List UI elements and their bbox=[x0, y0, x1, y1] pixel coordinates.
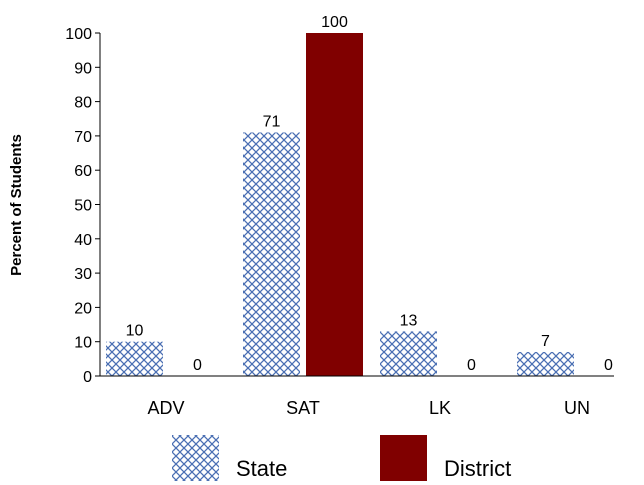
y-axis: 0 10 20 30 40 50 60 70 80 90 100 bbox=[65, 26, 101, 386]
bars bbox=[106, 33, 574, 376]
y-tick-label: 90 bbox=[74, 60, 92, 77]
legend-swatch-state bbox=[172, 435, 219, 481]
x-axis: ADV SAT LK UN bbox=[100, 375, 614, 418]
y-tick-label: 50 bbox=[74, 198, 92, 215]
x-tick-label: LK bbox=[429, 398, 451, 418]
y-tick-label: 20 bbox=[74, 300, 92, 317]
y-tick-label: 60 bbox=[74, 163, 92, 180]
y-tick-label: 0 bbox=[83, 369, 92, 386]
data-label: 7 bbox=[541, 333, 550, 350]
legend-swatch-district bbox=[380, 435, 427, 481]
x-tick-label: UN bbox=[564, 398, 590, 418]
bar-state-adv bbox=[106, 341, 163, 376]
y-tick-label: 40 bbox=[74, 232, 92, 249]
y-tick-label: 30 bbox=[74, 266, 92, 283]
y-tick-label: 70 bbox=[74, 129, 92, 146]
y-tick-label: 100 bbox=[65, 26, 92, 43]
bar-state-un bbox=[517, 351, 574, 376]
y-tick-label: 80 bbox=[74, 95, 92, 112]
data-label: 0 bbox=[604, 357, 613, 374]
data-label: 100 bbox=[321, 14, 348, 31]
legend-label-state: State bbox=[236, 456, 287, 481]
x-tick-label: ADV bbox=[147, 398, 184, 418]
bar-state-lk bbox=[380, 331, 437, 376]
y-tick-label: 10 bbox=[74, 335, 92, 352]
data-label: 0 bbox=[467, 357, 476, 374]
y-axis-label: Percent of Students bbox=[8, 134, 25, 276]
x-tick-label: SAT bbox=[286, 398, 320, 418]
legend-label-district: District bbox=[444, 456, 511, 481]
data-label: 13 bbox=[400, 312, 418, 329]
data-label: 71 bbox=[263, 113, 281, 130]
bar-state-sat bbox=[243, 132, 300, 376]
bar-district-sat bbox=[306, 33, 363, 376]
data-label: 10 bbox=[126, 323, 144, 340]
legend: State District bbox=[172, 435, 511, 481]
data-label: 0 bbox=[193, 357, 202, 374]
